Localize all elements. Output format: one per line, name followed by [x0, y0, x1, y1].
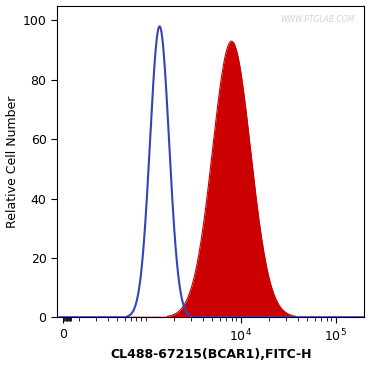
Text: WWW.PTGLAB.COM: WWW.PTGLAB.COM [281, 15, 355, 24]
X-axis label: CL488-67215(BCAR1),FITC-H: CL488-67215(BCAR1),FITC-H [110, 348, 312, 361]
Y-axis label: Relative Cell Number: Relative Cell Number [6, 95, 18, 228]
